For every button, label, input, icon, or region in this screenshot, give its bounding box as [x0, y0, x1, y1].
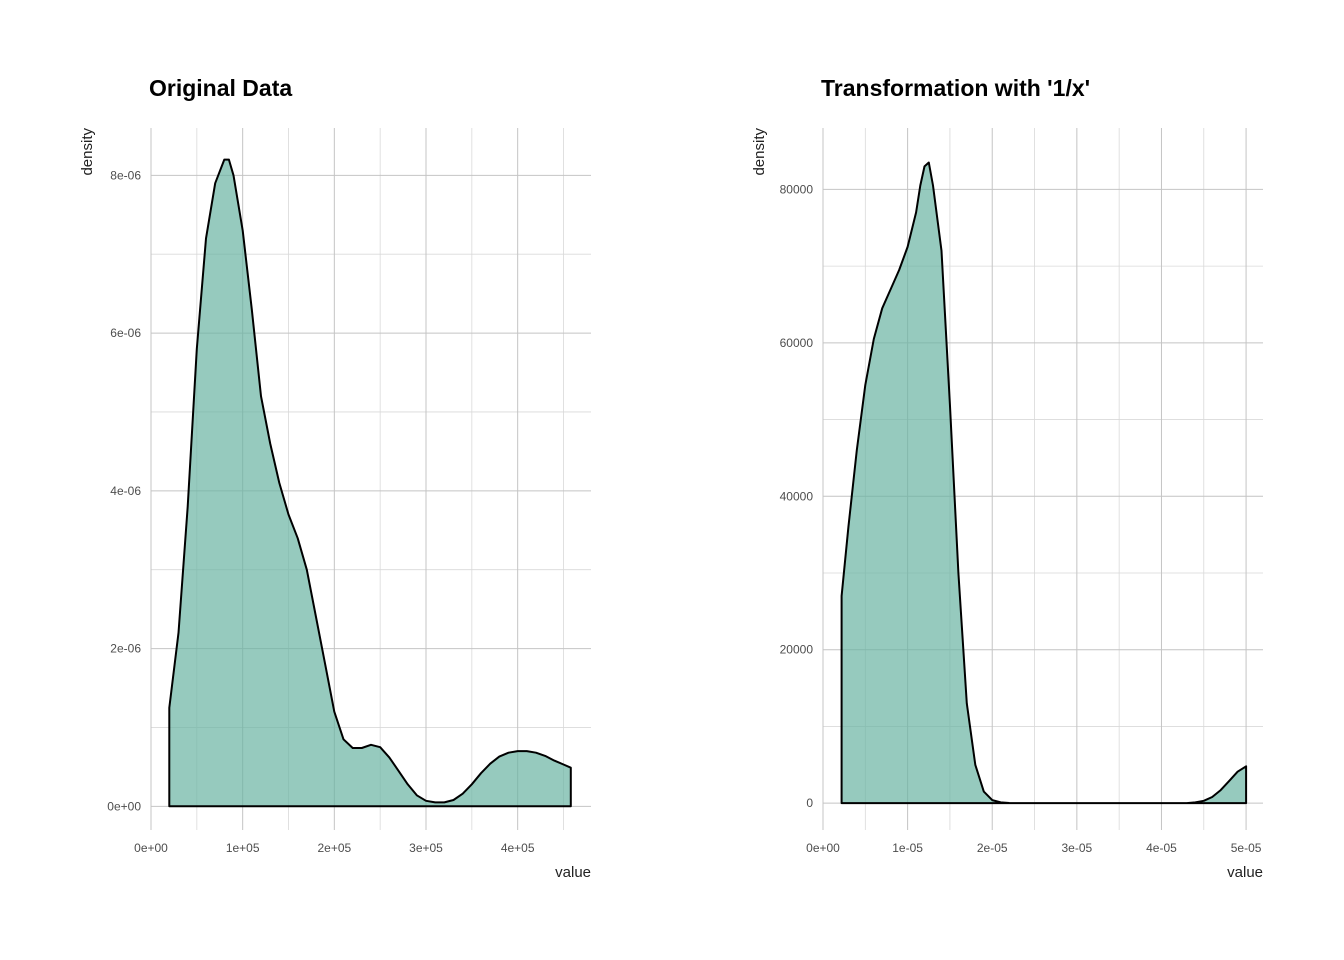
- chart-title: Transformation with '1/x': [821, 75, 1090, 101]
- y-tick-label: 60000: [780, 336, 814, 350]
- y-tick-label: 6e-06: [110, 326, 141, 340]
- y-tick-label: 80000: [780, 182, 814, 196]
- x-tick-label: 1e-05: [892, 841, 923, 855]
- x-tick-label: 0e+00: [134, 841, 168, 855]
- y-tick-label: 2e-06: [110, 642, 141, 656]
- x-axis-title: value: [1227, 864, 1263, 881]
- x-tick-label: 4e+05: [501, 841, 535, 855]
- x-tick-label: 4e-05: [1146, 841, 1177, 855]
- y-tick-label: 0: [806, 796, 813, 810]
- density-area: [840, 161, 1248, 805]
- y-tick-label: 8e-06: [110, 168, 141, 182]
- panel-transformation: Transformation with '1/x' 0e+00 1e-05 2e-0…: [751, 75, 1263, 881]
- x-axis-ticks: 0e+00 1e+05 2e+05 3e+05 4e+05: [134, 841, 535, 855]
- chart-title: Original Data: [149, 75, 292, 101]
- y-tick-label: 0e+00: [107, 799, 141, 813]
- x-tick-label: 1e+05: [226, 841, 260, 855]
- density-area: [168, 158, 572, 808]
- y-axis-ticks: 0e+00 2e-06 4e-06 6e-06 8e-06: [107, 168, 141, 813]
- panel-original-data: Original Data 0e+00 1e+05 2e+05 3e+05 4e+05 …: [79, 75, 591, 881]
- y-axis-ticks: 0 20000 40000 60000 80000: [780, 182, 814, 810]
- x-tick-label: 3e-05: [1061, 841, 1092, 855]
- y-tick-label: 20000: [780, 643, 814, 657]
- y-tick-label: 40000: [780, 489, 814, 503]
- x-tick-label: 0e+00: [806, 841, 840, 855]
- y-tick-label: 4e-06: [110, 484, 141, 498]
- x-tick-label: 2e-05: [977, 841, 1008, 855]
- y-axis-title: density: [751, 128, 768, 176]
- grid: [822, 128, 1263, 830]
- x-tick-label: 3e+05: [409, 841, 443, 855]
- x-axis-ticks: 0e+00 1e-05 2e-05 3e-05 4e-05 5e-05: [806, 841, 1262, 855]
- y-axis-title: density: [79, 128, 96, 176]
- x-tick-label: 5e-05: [1231, 841, 1262, 855]
- x-tick-label: 2e+05: [317, 841, 351, 855]
- x-axis-title: value: [555, 864, 591, 881]
